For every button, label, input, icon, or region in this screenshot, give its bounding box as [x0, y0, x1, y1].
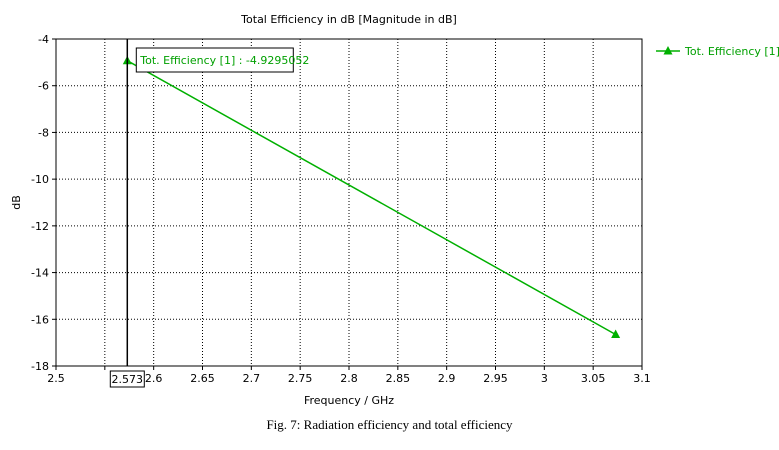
marker-annotation-box — [135, 47, 294, 73]
y-tick-label: -16 — [31, 313, 49, 326]
legend: Tot. Efficiency [1] — [656, 45, 779, 58]
x-tick-label: 2.75 — [288, 372, 313, 385]
axis-ticks: 2.5 2.6 2.65 2.7 2.75 2.8 2.85 2.9 2.95 3 3.05 3.1 -… — [31, 33, 651, 385]
x-tick-label: 3.1 — [633, 372, 651, 385]
grid-lines — [56, 39, 642, 366]
x-axis-label: Frequency / GHz — [304, 394, 394, 407]
data-point — [611, 329, 621, 338]
x-tick-label: 2.8 — [340, 372, 358, 385]
efficiency-chart: Total Efficiency in dB [Magnitude in dB]… — [10, 13, 779, 407]
marker-x-box — [109, 370, 145, 388]
y-tick-label: -12 — [31, 220, 49, 233]
series-line — [126, 60, 616, 336]
plot-area — [55, 38, 643, 367]
legend-marker — [663, 46, 673, 55]
x-tick-label: 2.7 — [243, 372, 261, 385]
x-tick-label: 3.05 — [581, 372, 606, 385]
y-tick-label: -10 — [31, 173, 49, 186]
legend-label: Tot. Efficiency [1] — [684, 45, 779, 58]
y-tick-label: -14 — [31, 267, 49, 280]
x-tick-label: 2.9 — [438, 372, 456, 385]
x-tick-label: 2.85 — [386, 372, 411, 385]
x-tick-label: 2.5 — [47, 372, 65, 385]
y-tick-label: -8 — [38, 126, 49, 139]
x-tick-label: 3 — [541, 372, 548, 385]
y-tick-label: -18 — [31, 360, 49, 373]
y-tick-label: -6 — [38, 80, 49, 93]
marker-layer: 2.573 Tot. Efficiency [1] : -4.9295052 — [109, 39, 309, 388]
chart-title: Total Efficiency in dB [Magnitude in dB] — [240, 13, 457, 26]
y-tick-label: -4 — [38, 33, 49, 46]
y-axis-label: dB — [10, 195, 23, 210]
marker-x-label: 2.573 — [112, 373, 144, 386]
x-tick-label: 2.95 — [483, 372, 508, 385]
x-tick-label: 2.6 — [145, 372, 163, 385]
marker-annotation: Tot. Efficiency [1] : -4.9295052 — [139, 54, 309, 67]
figure-caption: Fig. 7: Radiation efficiency and total e… — [266, 417, 513, 432]
x-tick-label: 2.65 — [190, 372, 215, 385]
